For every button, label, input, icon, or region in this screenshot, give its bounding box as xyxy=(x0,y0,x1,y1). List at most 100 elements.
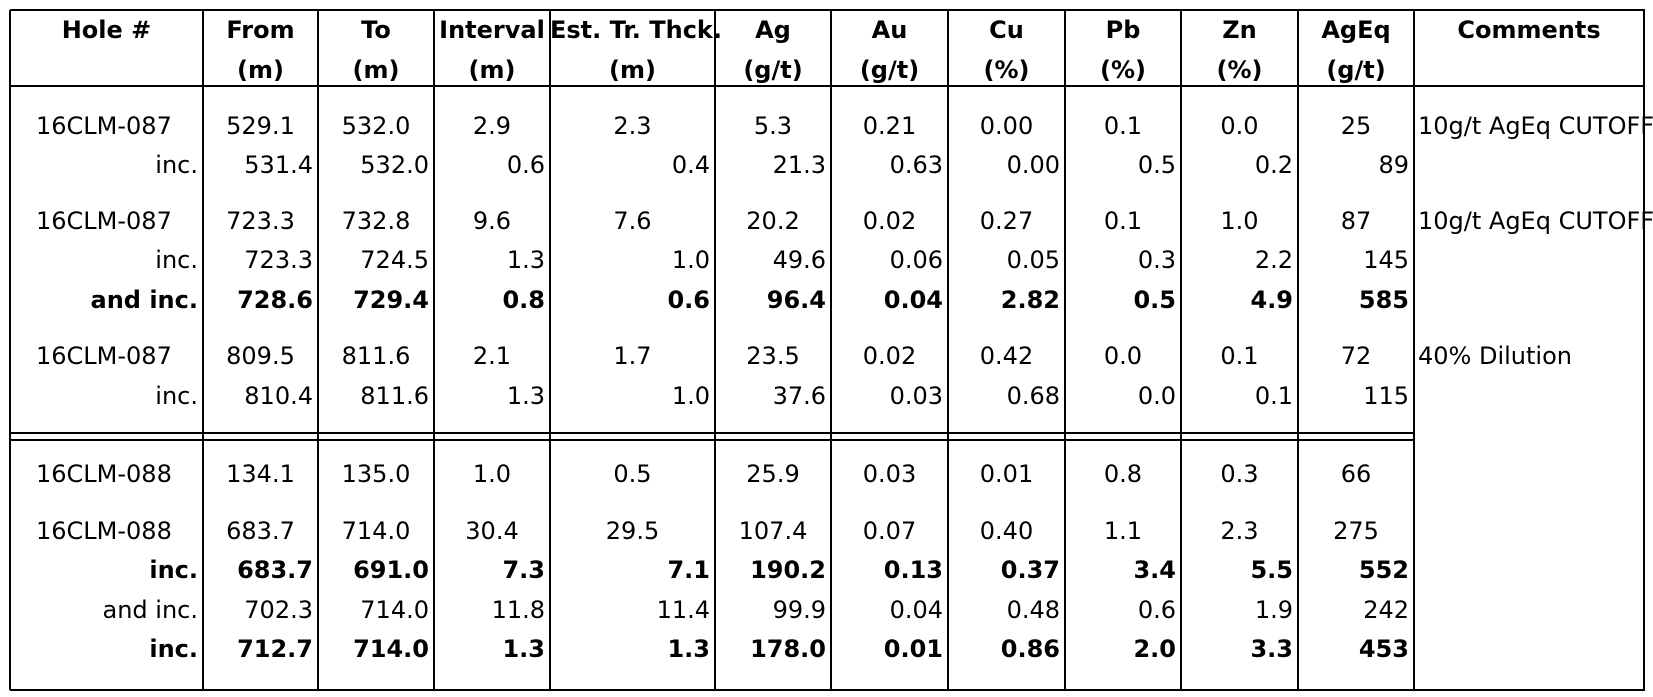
hole-id: 16CLM-087 xyxy=(36,112,172,140)
inclusion-label: inc. xyxy=(149,635,198,663)
value-cell: 532.0 xyxy=(360,151,429,179)
inclusion-label: inc. xyxy=(155,382,198,410)
column-rule xyxy=(317,10,319,690)
value-cell: 729.4 xyxy=(353,286,429,314)
value-cell: 30.4 xyxy=(465,517,519,545)
bottom-border xyxy=(10,689,1645,691)
comment: 40% Dilution xyxy=(1418,342,1572,370)
inclusion-label: and inc. xyxy=(102,596,198,624)
value-cell: 0.1 xyxy=(1103,112,1143,140)
value-cell: 0.3 xyxy=(1137,246,1176,274)
comment: 10g/t AgEq CUTOFF xyxy=(1418,112,1653,140)
column-rule xyxy=(1064,10,1066,690)
header-10-top: AgEq xyxy=(1321,16,1391,44)
value-cell: 1.3 xyxy=(506,382,545,410)
value-cell: 0.05 xyxy=(1006,246,1060,274)
value-cell: 714.0 xyxy=(353,635,429,663)
value-cell: 145 xyxy=(1363,246,1409,274)
value-cell: 1.3 xyxy=(667,635,710,663)
value-cell: 724.5 xyxy=(360,246,429,274)
header-11-top: Comments xyxy=(1457,16,1601,44)
value-cell: 0.48 xyxy=(1006,596,1060,624)
value-cell: 5.3 xyxy=(753,112,793,140)
column-rule xyxy=(1413,10,1415,690)
value-cell: 0.42 xyxy=(979,342,1034,370)
section-rule-lower xyxy=(10,439,1415,441)
header-4-unit: (m) xyxy=(609,56,656,84)
header-9-unit: (%) xyxy=(1216,56,1263,84)
value-cell: 683.7 xyxy=(237,556,313,584)
value-cell: 0.68 xyxy=(1006,382,1060,410)
inclusion-label: and inc. xyxy=(90,286,198,314)
value-cell: 532.0 xyxy=(341,112,411,140)
header-1-unit: (m) xyxy=(237,56,284,84)
hole-id: 16CLM-088 xyxy=(36,460,172,488)
value-cell: 2.3 xyxy=(1220,517,1259,545)
value-cell: 0.0 xyxy=(1137,382,1176,410)
value-cell: 134.1 xyxy=(226,460,295,488)
header-1-top: From xyxy=(226,16,295,44)
hole-id: 16CLM-088 xyxy=(36,517,172,545)
value-cell: 2.82 xyxy=(1000,286,1060,314)
value-cell: 691.0 xyxy=(353,556,429,584)
value-cell: 1.7 xyxy=(613,342,652,370)
value-cell: 811.6 xyxy=(360,382,429,410)
header-7-unit: (%) xyxy=(983,56,1030,84)
value-cell: 0.3 xyxy=(1220,460,1259,488)
value-cell: 1.9 xyxy=(1254,596,1293,624)
value-cell: 2.2 xyxy=(1254,246,1293,274)
value-cell: 0.21 xyxy=(862,112,917,140)
header-4-top: Est. Tr. Thck. xyxy=(550,16,723,44)
inclusion-label: inc. xyxy=(149,556,198,584)
value-cell: 11.4 xyxy=(656,596,710,624)
value-cell: 0.2 xyxy=(1254,151,1293,179)
value-cell: 702.3 xyxy=(244,596,313,624)
value-cell: 0.01 xyxy=(979,460,1034,488)
top-border xyxy=(10,9,1645,11)
value-cell: 0.07 xyxy=(862,517,917,545)
column-rule xyxy=(9,10,11,690)
value-cell: 2.1 xyxy=(472,342,512,370)
value-cell: 49.6 xyxy=(772,246,826,274)
value-cell: 529.1 xyxy=(226,112,295,140)
value-cell: 5.5 xyxy=(1250,556,1293,584)
value-cell: 0.5 xyxy=(1133,286,1176,314)
value-cell: 29.5 xyxy=(605,517,660,545)
value-cell: 96.4 xyxy=(766,286,826,314)
value-cell: 552 xyxy=(1358,556,1409,584)
value-cell: 0.06 xyxy=(889,246,943,274)
value-cell: 25 xyxy=(1340,112,1372,140)
header-3-top: Interval xyxy=(439,16,545,44)
right-border xyxy=(1643,10,1645,690)
hole-id: 16CLM-087 xyxy=(36,342,172,370)
value-cell: 1.3 xyxy=(506,246,545,274)
header-7-top: Cu xyxy=(989,16,1024,44)
header-6-top: Au xyxy=(871,16,908,44)
value-cell: 72 xyxy=(1340,342,1372,370)
column-rule xyxy=(433,10,435,690)
value-cell: 732.8 xyxy=(341,207,411,235)
value-cell: 728.6 xyxy=(237,286,313,314)
value-cell: 190.2 xyxy=(750,556,826,584)
comment: 10g/t AgEq CUTOFF xyxy=(1418,207,1653,235)
value-cell: 7.1 xyxy=(667,556,710,584)
value-cell: 1.0 xyxy=(1220,207,1259,235)
value-cell: 178.0 xyxy=(750,635,826,663)
value-cell: 87 xyxy=(1340,207,1372,235)
value-cell: 712.7 xyxy=(237,635,313,663)
value-cell: 7.6 xyxy=(613,207,652,235)
value-cell: 21.3 xyxy=(772,151,826,179)
value-cell: 1.0 xyxy=(472,460,512,488)
value-cell: 0.02 xyxy=(862,207,917,235)
column-rule xyxy=(830,10,832,690)
value-cell: 23.5 xyxy=(746,342,800,370)
value-cell: 99.9 xyxy=(772,596,826,624)
column-rule xyxy=(1180,10,1182,690)
column-rule xyxy=(1297,10,1299,690)
value-cell: 0.1 xyxy=(1254,382,1293,410)
value-cell: 531.4 xyxy=(244,151,313,179)
value-cell: 107.4 xyxy=(738,517,808,545)
value-cell: 0.00 xyxy=(979,112,1034,140)
header-3-unit: (m) xyxy=(468,56,516,84)
